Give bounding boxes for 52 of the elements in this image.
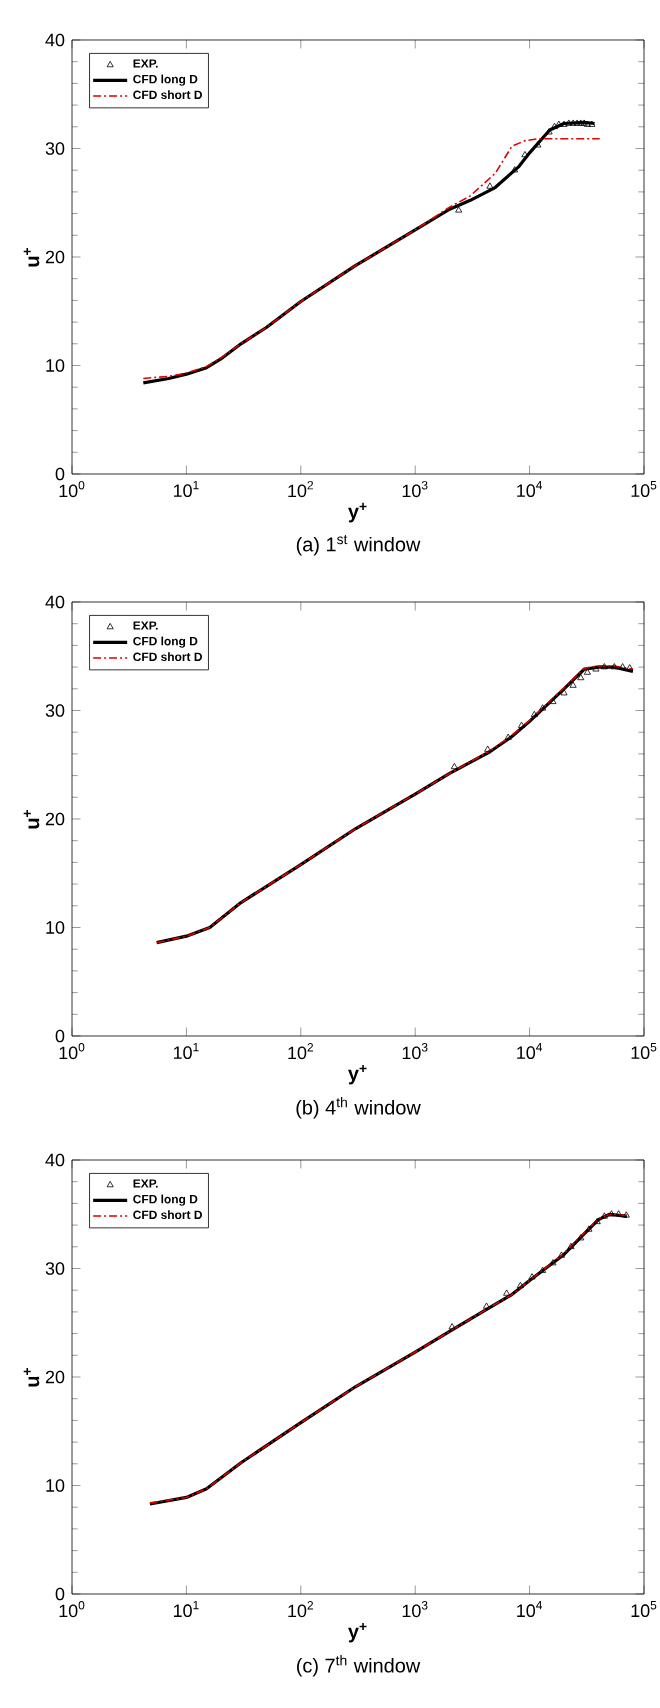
x-axis-title: y$^{+}$ — [348, 1064, 367, 1085]
x-tick-label: 10$^{0}$ — [59, 481, 85, 498]
x-axis-title: y$^{+}$ — [348, 1622, 367, 1643]
point — [518, 721, 526, 728]
x-tick-label: 10$^{0}$ — [59, 1043, 85, 1060]
y-axis-title: u$^{+}$ — [23, 809, 40, 829]
point — [600, 663, 608, 670]
x-tick-label: 10$^{3}$ — [402, 481, 428, 498]
x-tick-label: 10$^{4}$ — [517, 481, 543, 498]
y-tick-label: 40 — [45, 33, 65, 47]
point — [626, 664, 634, 671]
y-tick-label: 20 — [45, 1370, 65, 1384]
y-tick-label: 0 — [55, 1029, 65, 1043]
y-tick-label: 0 — [55, 467, 65, 481]
x-tick-label: 10$^{5}$ — [631, 1043, 657, 1060]
x-tick-label: 10$^{5}$ — [631, 1601, 657, 1618]
x-tick-label: 10$^{4}$ — [517, 1043, 543, 1060]
x-tick-label: 10$^{1}$ — [173, 1043, 199, 1060]
y-tick-label: 30 — [45, 704, 65, 717]
y-axis-title: u$^{+}$ — [23, 1367, 40, 1387]
point — [549, 697, 557, 705]
point — [610, 663, 618, 670]
x-tick-label: 10$^{1}$ — [173, 481, 199, 498]
point — [583, 668, 591, 675]
x-tick-label: 10$^{1}$ — [173, 1601, 199, 1618]
point — [619, 663, 627, 670]
y-tick-label: 30 — [45, 1262, 65, 1275]
point — [539, 704, 547, 711]
y-tick-label: 0 — [55, 1587, 65, 1601]
x-tick-label: 10$^{3}$ — [402, 1601, 428, 1618]
y-tick-label: 10 — [46, 1479, 65, 1492]
y-tick-label: 20 — [45, 250, 65, 264]
point — [592, 665, 600, 672]
y-axis-title: u$^{+}$ — [23, 247, 40, 267]
x-axis-title: y$^{+}$ — [348, 502, 367, 523]
x-tick-label: 10$^{4}$ — [517, 1601, 543, 1618]
x-tick-label: 10$^{3}$ — [402, 1043, 428, 1060]
point — [530, 710, 538, 718]
x-tick-label: 10$^{5}$ — [631, 481, 657, 498]
y-tick-label: 10 — [46, 921, 65, 934]
x-tick-label: 10$^{2}$ — [288, 1043, 314, 1060]
x-tick-label: 10$^{2}$ — [288, 1601, 314, 1618]
y-tick-label: 20 — [45, 812, 65, 826]
y-tick-label: 40 — [45, 1153, 65, 1167]
text: (c) 7$^{th}$ window — [297, 1655, 421, 1677]
x-tick-label: 10$^{2}$ — [288, 481, 314, 498]
x-tick-label: 10$^{0}$ — [59, 1601, 85, 1618]
y-tick-label: 40 — [45, 595, 65, 609]
text: (a) 1$^{st}$ window — [296, 535, 421, 556]
y-tick-label: 30 — [45, 142, 65, 155]
text: (b) 4$^{th}$ window — [296, 1097, 421, 1119]
y-tick-label: 10 — [46, 359, 65, 372]
